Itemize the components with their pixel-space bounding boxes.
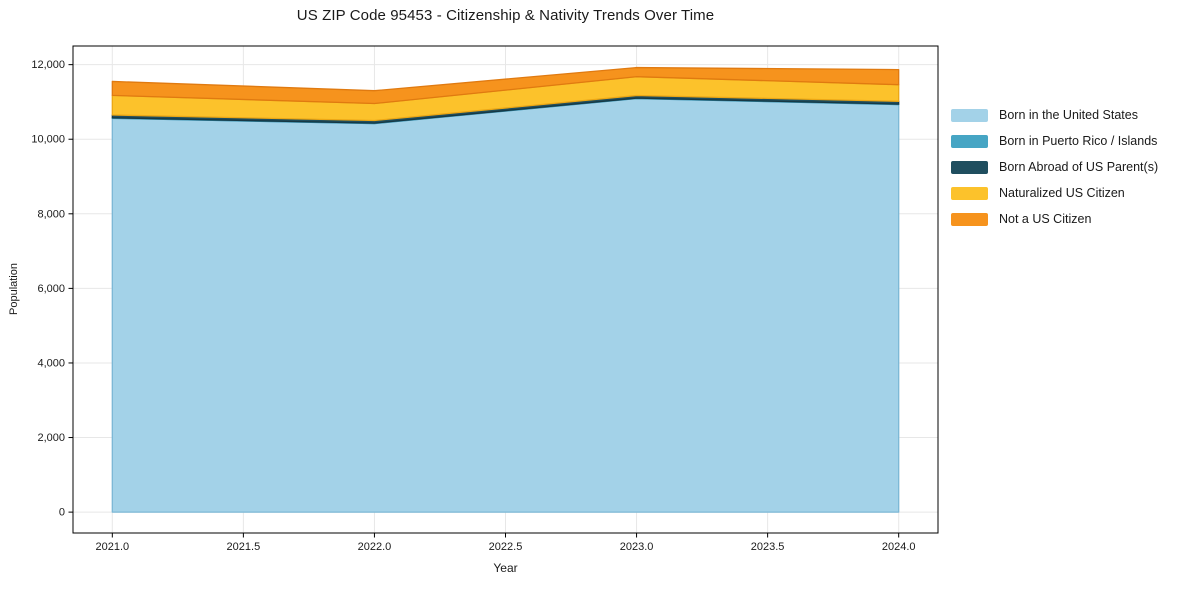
x-tick-label: 2022.0 xyxy=(358,541,392,553)
area-layer-4 xyxy=(111,66,900,105)
legend-item-2: Born Abroad of US Parent(s) xyxy=(951,154,1158,180)
legend-label-2: Born Abroad of US Parent(s) xyxy=(999,160,1159,174)
y-tick-label: 4,000 xyxy=(37,357,65,369)
legend-item-3: Naturalized US Citizen xyxy=(951,180,1158,206)
y-tick-label: 8,000 xyxy=(37,208,65,220)
legend-swatch-0 xyxy=(951,108,988,122)
legend-swatch-3 xyxy=(951,186,988,200)
legend-label-4: Not a US Citizen xyxy=(999,212,1092,226)
x-axis-label: Year xyxy=(493,561,518,575)
x-tick-label: 2022.5 xyxy=(489,541,523,553)
x-tick-label: 2024.0 xyxy=(882,541,916,553)
legend-item-1: Born in Puerto Rico / Islands xyxy=(951,128,1158,154)
area-layer-0 xyxy=(111,97,900,513)
legend: Born in the United States Born in Puerto … xyxy=(951,102,1158,232)
legend-swatch-4 xyxy=(951,212,988,226)
x-tick-label: 2021.0 xyxy=(95,541,129,553)
legend-swatch-2 xyxy=(951,160,988,174)
x-tick-label: 2021.5 xyxy=(227,541,261,553)
y-tick-label: 10,000 xyxy=(31,134,65,146)
legend-item-4: Not a US Citizen xyxy=(951,206,1158,232)
y-tick-label: 2,000 xyxy=(37,432,65,444)
x-tick-label: 2023.5 xyxy=(751,541,785,553)
y-tick-label: 6,000 xyxy=(37,283,65,295)
y-tick-label: 0 xyxy=(59,507,65,519)
x-tick-label: 2023.0 xyxy=(620,541,654,553)
y-tick-label: 12,000 xyxy=(31,59,65,71)
legend-swatch-1 xyxy=(951,134,988,148)
legend-item-0: Born in the United States xyxy=(951,102,1158,128)
legend-label-0: Born in the United States xyxy=(999,108,1138,122)
chart-title: US ZIP Code 95453 - Citizenship & Nativi… xyxy=(296,7,715,24)
legend-label-3: Naturalized US Citizen xyxy=(999,186,1125,200)
legend-label-1: Born in Puerto Rico / Islands xyxy=(999,134,1158,148)
